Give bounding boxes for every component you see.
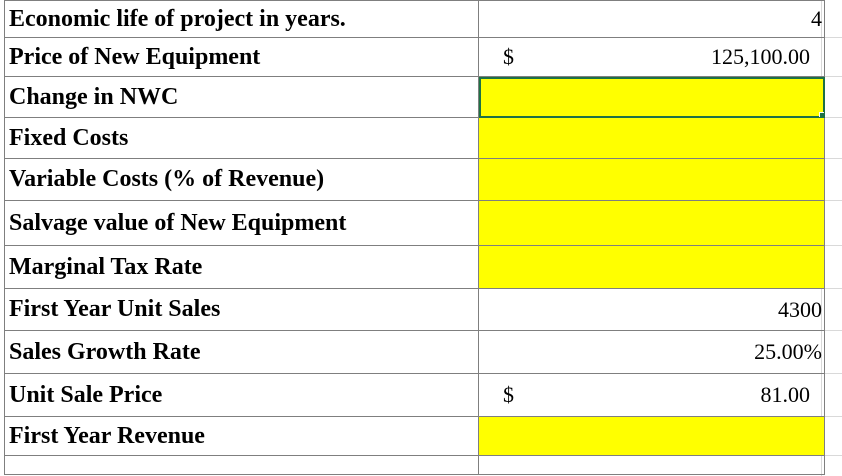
table-row: Change in NWC: [4, 76, 825, 118]
gridline: [822, 245, 842, 246]
table-row: Sales Growth Rate 25.00%: [4, 330, 825, 374]
table-row: First Year Revenue: [4, 416, 825, 456]
cell-number: 125,100.00: [711, 44, 810, 69]
table-row: Marginal Tax Rate: [4, 245, 825, 289]
gridline: [822, 158, 842, 159]
gridline: [822, 117, 842, 118]
empty-cell[interactable]: [4, 455, 479, 475]
selected-cell[interactable]: [478, 76, 825, 118]
gridline: [822, 330, 842, 331]
cell-value[interactable]: [478, 416, 825, 456]
cell-label[interactable]: First Year Revenue: [4, 416, 479, 456]
gridline: [822, 37, 842, 38]
cell-value[interactable]: [478, 245, 825, 289]
cell-label[interactable]: Economic life of project in years.: [4, 0, 479, 38]
gridline: [822, 200, 842, 201]
gridline: [822, 373, 842, 374]
gridline: [822, 288, 842, 289]
cell-value[interactable]: 25.00%: [478, 330, 825, 374]
cell-label[interactable]: Price of New Equipment: [4, 37, 479, 77]
cell-value[interactable]: [478, 200, 825, 246]
table-row: Economic life of project in years. 4: [4, 0, 825, 38]
table-row: [4, 455, 825, 475]
cell-number: 4300: [778, 296, 822, 322]
cell-label[interactable]: Fixed Costs: [4, 117, 479, 159]
cell-value[interactable]: [478, 158, 825, 201]
currency-symbol: $: [503, 44, 514, 69]
fill-handle[interactable]: [819, 112, 824, 117]
gridline: [822, 455, 842, 456]
table-row: Fixed Costs: [4, 117, 825, 159]
gridline: [822, 416, 842, 417]
cell-number: 81.00: [760, 382, 811, 407]
table-row: Unit Sale Price $ 81.00: [4, 373, 825, 417]
cell-label[interactable]: Salvage value of New Equipment: [4, 200, 479, 246]
cell-label[interactable]: Change in NWC: [4, 76, 479, 118]
table-row: Variable Costs (% of Revenue): [4, 158, 825, 201]
cell-value[interactable]: $ 125,100.00: [478, 37, 825, 77]
table-row: Salvage value of New Equipment: [4, 200, 825, 246]
cell-label[interactable]: Marginal Tax Rate: [4, 245, 479, 289]
cell-value[interactable]: [478, 117, 825, 159]
cell-number: 25.00%: [754, 339, 822, 364]
cell-value[interactable]: 4300: [478, 288, 825, 331]
input-table: Economic life of project in years. 4 Pri…: [4, 0, 825, 475]
table-row: First Year Unit Sales 4300: [4, 288, 825, 331]
cell-label[interactable]: Unit Sale Price: [4, 373, 479, 417]
cell-value[interactable]: 4: [478, 0, 825, 38]
cell-value[interactable]: $ 81.00: [478, 373, 825, 417]
cell-number: 4: [811, 6, 822, 31]
currency-symbol: $: [503, 382, 514, 407]
table-row: Price of New Equipment $ 125,100.00: [4, 37, 825, 77]
gridline: [822, 76, 842, 77]
cell-label[interactable]: Sales Growth Rate: [4, 330, 479, 374]
cell-label[interactable]: First Year Unit Sales: [4, 288, 479, 331]
cell-label[interactable]: Variable Costs (% of Revenue): [4, 158, 479, 201]
empty-cell[interactable]: [478, 455, 825, 475]
